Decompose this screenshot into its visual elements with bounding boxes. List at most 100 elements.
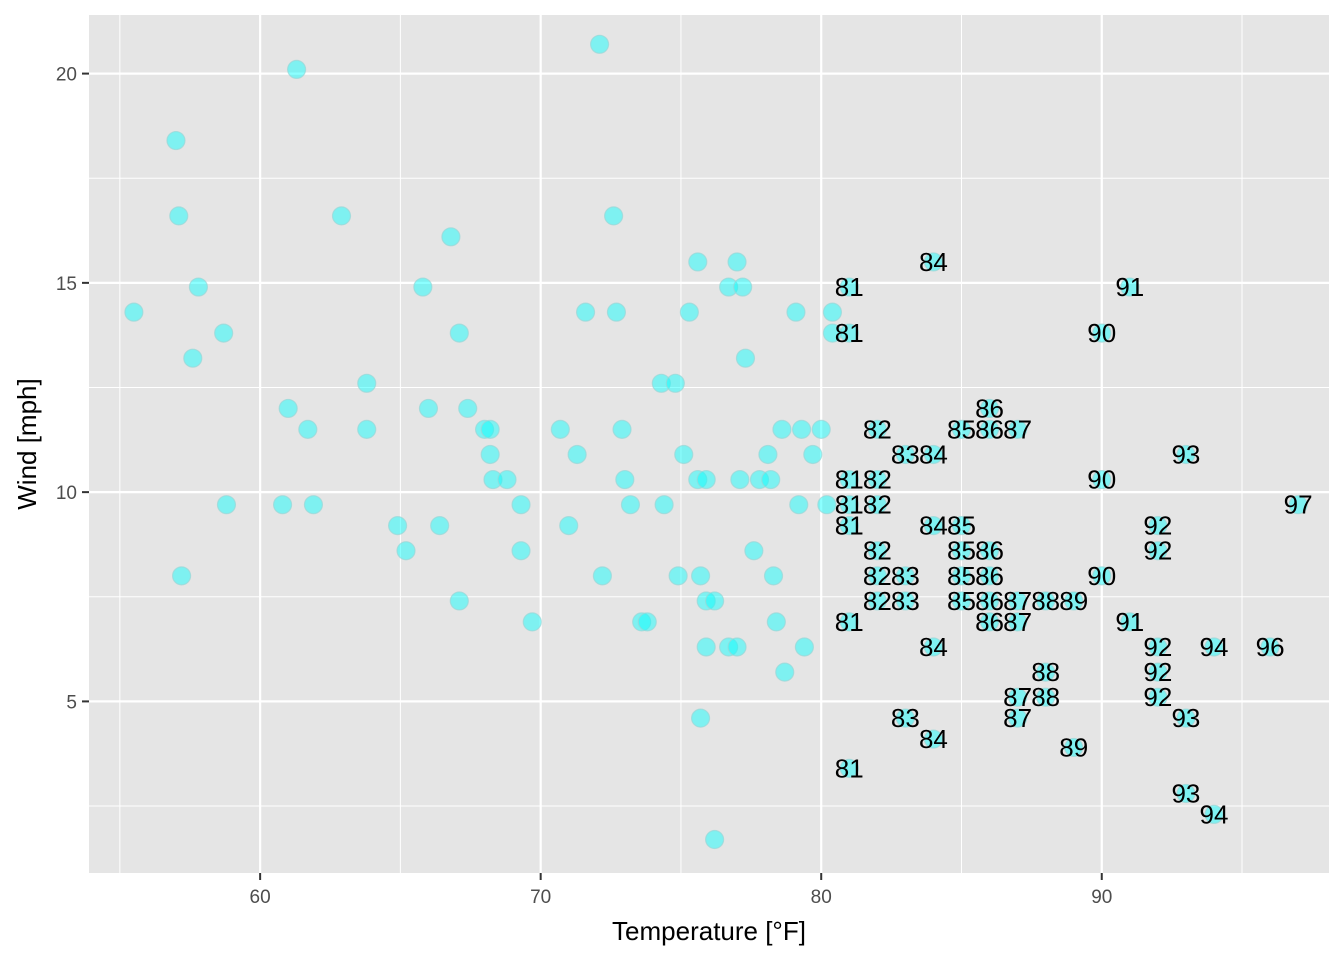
data-point [817, 495, 837, 515]
data-point [719, 277, 739, 297]
data-point [690, 708, 711, 728]
grid-major [89, 15, 1329, 873]
data-point [620, 495, 641, 515]
point-label: 85 [947, 414, 976, 444]
data-point [923, 729, 944, 749]
x-axis-title: Temperature [°F] [612, 916, 806, 946]
data-point [1120, 612, 1140, 632]
point-label: 81 [835, 318, 864, 348]
point-label: 91 [1115, 272, 1144, 302]
data-point [665, 373, 685, 393]
point-label: 86 [975, 536, 1004, 566]
data-point [951, 591, 972, 611]
data-point [1007, 687, 1028, 707]
point-label: 85 [947, 536, 976, 566]
data-point [923, 444, 944, 465]
data-point [1120, 277, 1140, 297]
point-label: 82 [863, 586, 892, 616]
data-point [651, 373, 671, 393]
point-label: 86 [975, 414, 1004, 444]
data-point [727, 637, 747, 657]
point-label: 84 [919, 247, 948, 277]
data-point [979, 591, 1000, 611]
data-point [654, 495, 674, 515]
data-point [951, 541, 972, 561]
point-label: 88 [1031, 586, 1060, 616]
point-label: 94 [1200, 632, 1229, 662]
data-point [1007, 419, 1028, 439]
y-axis-title: Wind [mph] [12, 378, 42, 510]
point-label: 94 [1200, 799, 1229, 829]
point-label: 85 [947, 561, 976, 591]
data-point [214, 323, 234, 343]
y-tick-label: 20 [56, 65, 77, 86]
data-point [696, 637, 716, 657]
point-label: 84 [919, 724, 948, 754]
point-label: 85 [947, 586, 976, 616]
point-label: 89 [1059, 586, 1088, 616]
data-point [357, 373, 377, 393]
data-point [396, 541, 416, 561]
point-label: 91 [1115, 607, 1144, 637]
data-point [951, 566, 972, 586]
data-point [923, 516, 944, 536]
data-point [867, 541, 887, 561]
data-point [674, 444, 694, 465]
data-point [474, 419, 495, 439]
data-point [789, 495, 809, 515]
data-point [1176, 708, 1196, 728]
point-label: 83 [891, 439, 920, 469]
data-point [166, 130, 186, 151]
data-point [839, 469, 859, 490]
point-label: 87 [1003, 414, 1032, 444]
point-label: 86 [975, 607, 1004, 637]
data-point [951, 419, 972, 439]
point-label: 92 [1143, 682, 1172, 712]
data-point [895, 444, 915, 465]
data-point [895, 708, 915, 728]
data-point [589, 34, 610, 54]
point-label: 81 [835, 490, 864, 520]
data-point [559, 516, 579, 536]
point-label: 83 [891, 561, 920, 591]
point-label: 93 [1171, 703, 1200, 733]
data-point [761, 469, 781, 490]
point-label: 82 [863, 414, 892, 444]
data-point [951, 516, 972, 536]
x-tick-label: 80 [811, 887, 832, 908]
data-point [867, 495, 887, 515]
point-label: 88 [1031, 682, 1060, 712]
point-label: 82 [863, 536, 892, 566]
y-axis: 5 10 15 20 [56, 65, 89, 713]
data-point [1007, 612, 1028, 632]
data-point [895, 566, 915, 586]
data-point [839, 758, 859, 778]
data-point [1036, 687, 1056, 707]
point-label: 81 [835, 753, 864, 783]
data-point [895, 591, 915, 611]
data-point [418, 398, 439, 419]
data-point [1092, 469, 1112, 490]
point-label: 90 [1087, 465, 1116, 495]
data-point [124, 302, 144, 322]
data-point [1148, 687, 1168, 707]
data-point [867, 591, 887, 611]
data-point [923, 252, 944, 272]
data-point [511, 495, 531, 515]
data-point [1176, 444, 1196, 465]
point-label: 86 [975, 586, 1004, 616]
data-point [727, 252, 747, 272]
data-point [775, 662, 795, 682]
data-point [1036, 662, 1056, 682]
data-point [839, 495, 859, 515]
data-point [1204, 637, 1224, 657]
point-label: 87 [1003, 607, 1032, 637]
data-point [688, 252, 708, 272]
data-point [1092, 566, 1112, 586]
data-point [696, 469, 716, 490]
data-point [979, 541, 1000, 561]
data-point [766, 612, 786, 632]
data-point [612, 419, 632, 439]
